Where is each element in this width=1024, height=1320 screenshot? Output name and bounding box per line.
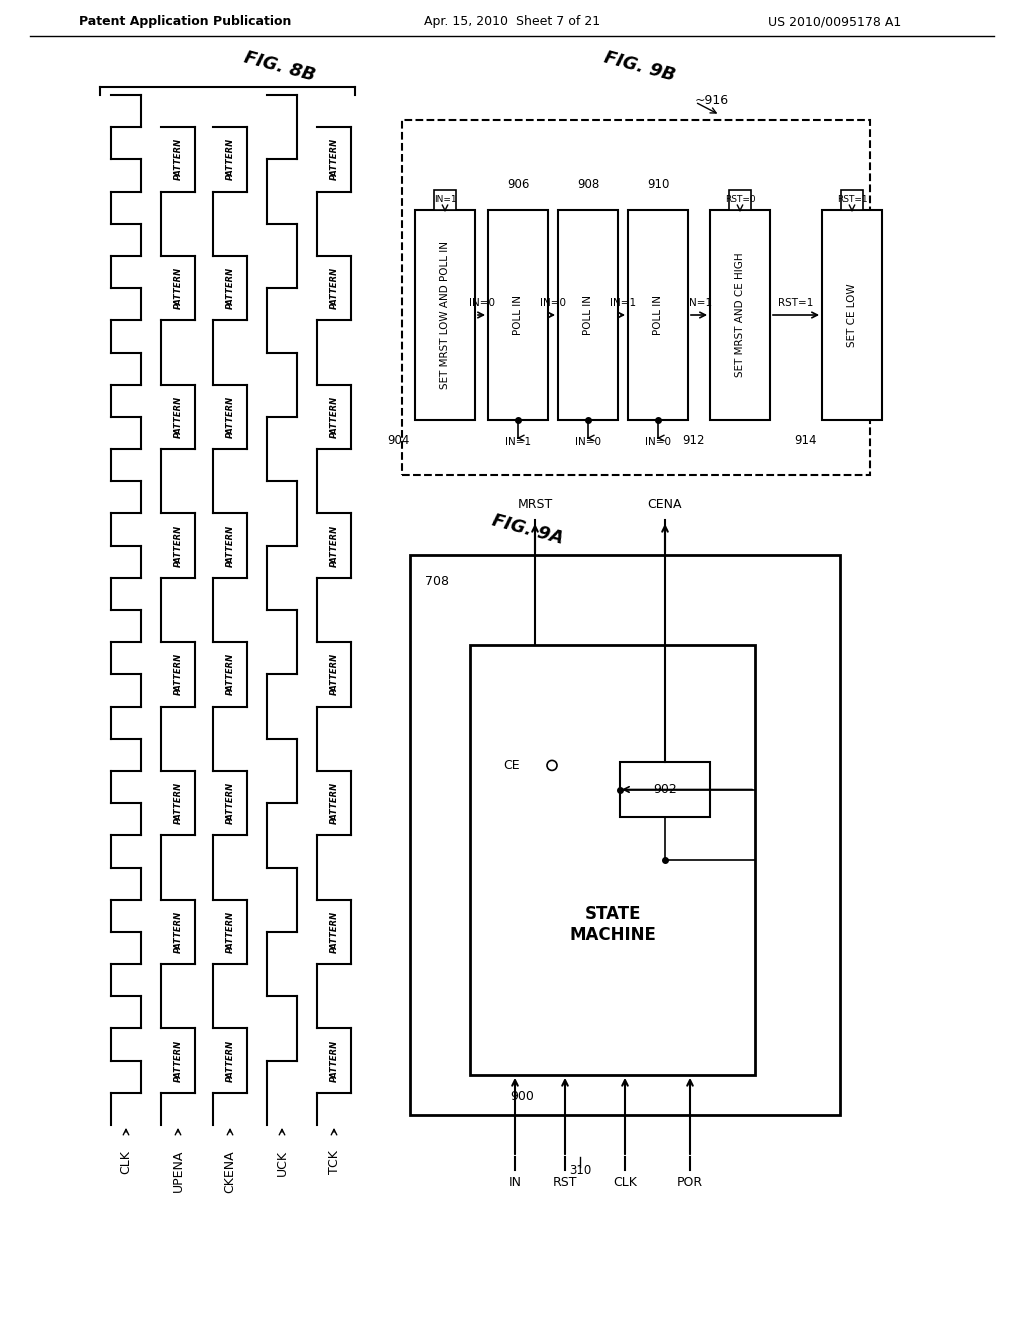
Bar — [402, 120, 870, 475]
Text: IN=1: IN=1 — [505, 437, 531, 447]
Bar — [841, 190, 863, 210]
Text: FIG. 8B: FIG. 8B — [243, 49, 317, 86]
Text: CLK: CLK — [120, 1150, 132, 1173]
Text: IN=1: IN=1 — [686, 298, 712, 308]
Text: PATTERN: PATTERN — [173, 911, 182, 953]
Text: PATTERN: PATTERN — [330, 139, 339, 181]
Text: PATTERN: PATTERN — [330, 396, 339, 438]
Bar — [710, 210, 770, 420]
Text: PATTERN: PATTERN — [225, 781, 234, 824]
Text: TCK: TCK — [328, 1150, 341, 1173]
Text: PATTERN: PATTERN — [173, 267, 182, 309]
Text: CENA: CENA — [648, 499, 682, 511]
Bar — [470, 645, 755, 1074]
Text: RST=0: RST=0 — [725, 195, 756, 205]
Text: STATE
MACHINE: STATE MACHINE — [569, 906, 656, 944]
Bar — [620, 762, 710, 817]
Text: FIG. 9A: FIG. 9A — [490, 512, 565, 548]
Text: 902: 902 — [653, 783, 677, 796]
Text: UPENA: UPENA — [171, 1150, 184, 1192]
Text: PATTERN: PATTERN — [173, 524, 182, 566]
Text: POR: POR — [677, 1176, 703, 1189]
Text: PATTERN: PATTERN — [330, 653, 339, 696]
Text: SET CE LOW: SET CE LOW — [847, 284, 857, 347]
Bar — [415, 210, 475, 420]
Text: IN=0: IN=0 — [540, 298, 566, 308]
Text: PATTERN: PATTERN — [173, 1040, 182, 1081]
Text: 908: 908 — [577, 178, 599, 191]
Text: SET MRST LOW AND POLL IN: SET MRST LOW AND POLL IN — [440, 242, 450, 389]
Bar — [729, 190, 751, 210]
Bar — [822, 210, 882, 420]
Text: CE: CE — [504, 759, 520, 772]
Text: IN=1: IN=1 — [434, 195, 457, 205]
Text: 910: 910 — [647, 178, 670, 191]
Text: IN=1: IN=1 — [610, 298, 636, 308]
Text: PATTERN: PATTERN — [173, 139, 182, 181]
Text: PATTERN: PATTERN — [173, 396, 182, 438]
Text: CKENA: CKENA — [223, 1150, 237, 1193]
Text: PATTERN: PATTERN — [225, 911, 234, 953]
Text: PATTERN: PATTERN — [225, 267, 234, 309]
Text: PATTERN: PATTERN — [330, 1040, 339, 1081]
Text: RST: RST — [553, 1176, 578, 1189]
Text: PATTERN: PATTERN — [225, 139, 234, 181]
Text: PATTERN: PATTERN — [225, 653, 234, 696]
Text: 900: 900 — [510, 1090, 534, 1104]
Text: POLL IN: POLL IN — [513, 294, 523, 335]
Text: 914: 914 — [795, 433, 817, 446]
Text: IN=0: IN=0 — [645, 437, 671, 447]
Bar — [628, 210, 688, 420]
Text: Patent Application Publication: Patent Application Publication — [79, 16, 291, 29]
Text: US 2010/0095178 A1: US 2010/0095178 A1 — [768, 16, 901, 29]
Text: RST=1: RST=1 — [837, 195, 867, 205]
Text: SET MRST AND CE HIGH: SET MRST AND CE HIGH — [735, 252, 745, 378]
Text: PATTERN: PATTERN — [225, 396, 234, 438]
Text: POLL IN: POLL IN — [653, 294, 663, 335]
Bar — [558, 210, 618, 420]
Text: PATTERN: PATTERN — [330, 524, 339, 566]
Text: PATTERN: PATTERN — [330, 267, 339, 309]
Text: FIG. 9B: FIG. 9B — [602, 49, 678, 86]
Text: 708: 708 — [425, 576, 449, 587]
Text: 310: 310 — [569, 1163, 591, 1176]
Text: RST=1: RST=1 — [778, 298, 814, 308]
Text: 906: 906 — [507, 178, 529, 191]
Text: PATTERN: PATTERN — [173, 781, 182, 824]
Text: POLL IN: POLL IN — [583, 294, 593, 335]
Text: PATTERN: PATTERN — [225, 1040, 234, 1081]
Text: PATTERN: PATTERN — [330, 911, 339, 953]
Bar — [488, 210, 548, 420]
Text: IN=0: IN=0 — [575, 437, 601, 447]
Text: IN=0: IN=0 — [469, 298, 495, 308]
Text: 904: 904 — [388, 433, 410, 446]
Text: PATTERN: PATTERN — [225, 524, 234, 566]
Text: ~916: ~916 — [695, 94, 729, 107]
Text: UCK: UCK — [275, 1150, 289, 1176]
Text: MRST: MRST — [517, 499, 553, 511]
Text: Apr. 15, 2010  Sheet 7 of 21: Apr. 15, 2010 Sheet 7 of 21 — [424, 16, 600, 29]
Bar — [410, 554, 840, 1115]
Text: PATTERN: PATTERN — [330, 781, 339, 824]
Text: IN: IN — [509, 1176, 521, 1189]
Text: CLK: CLK — [613, 1176, 637, 1189]
Text: 912: 912 — [683, 433, 705, 446]
Bar — [434, 190, 456, 210]
Text: PATTERN: PATTERN — [173, 653, 182, 696]
